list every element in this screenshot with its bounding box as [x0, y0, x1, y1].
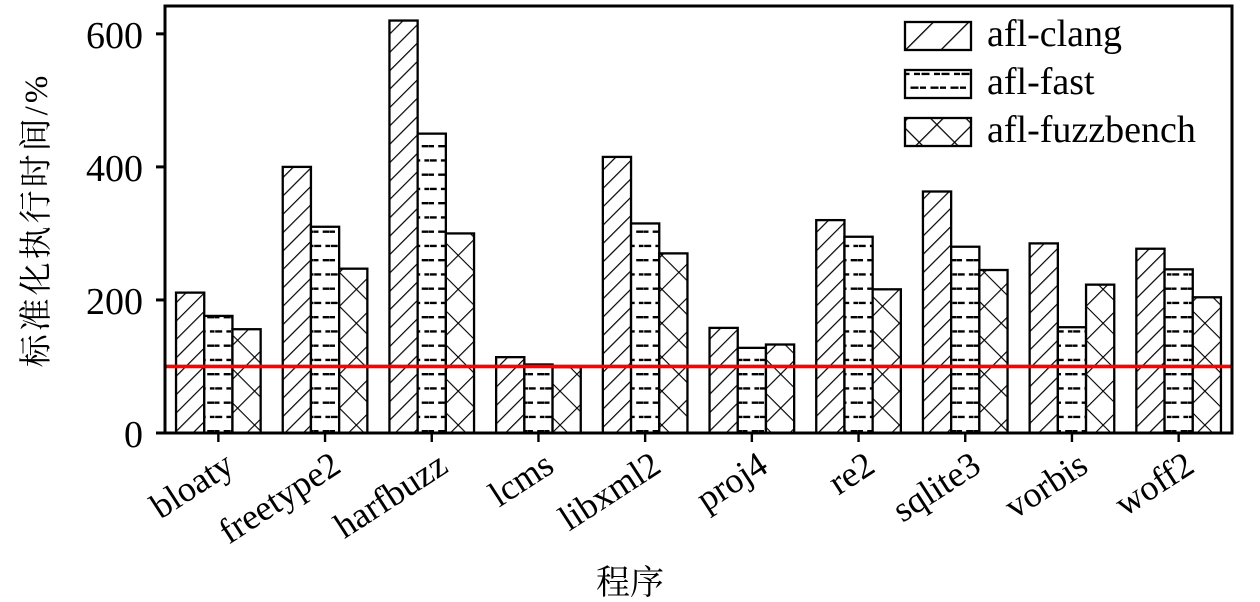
svg-text:200: 200: [86, 281, 143, 323]
svg-text:400: 400: [86, 148, 143, 190]
svg-text:0: 0: [124, 414, 143, 456]
svg-text:600: 600: [86, 15, 143, 57]
